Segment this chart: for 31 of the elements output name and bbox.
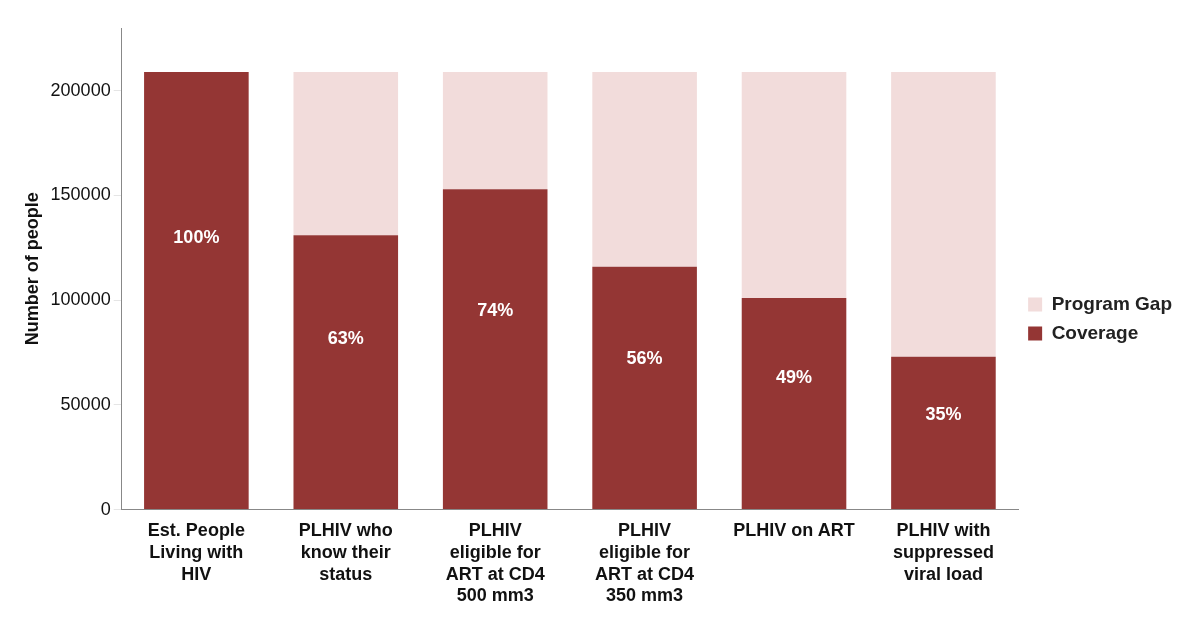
y-tick-label: 50000 [60,393,111,414]
annotation: 100% [173,227,220,248]
x-tick-label: Est. People Living with HIV [147,520,245,584]
x-tick-label: PLHIV eligible for ART at CD4 500 mm3 [445,520,545,606]
bar [741,298,847,510]
bar [442,71,548,190]
annotation: 63% [327,328,364,349]
bar [891,71,996,357]
annotation: 49% [776,367,813,388]
bar [293,235,399,510]
legend-label: Coverage [1051,321,1139,343]
bar [442,189,548,510]
y-tick-label: 0 [100,498,111,519]
annotation: 35% [925,403,962,424]
y-tick-label: 100000 [50,289,111,310]
x-tick-label: PLHIV eligible for ART at CD4 350 mm3 [595,520,695,606]
annotation: 56% [626,347,663,368]
bar [144,71,249,510]
bar [891,356,996,510]
x-tick-label: PLHIV with suppressed viral load [892,520,994,584]
bar [293,71,399,236]
bar [592,266,697,510]
bar [592,71,697,267]
legend-label: Program Gap [1051,292,1173,314]
annotation: 74% [477,299,514,320]
x-tick-label: PLHIV who know their status [298,520,393,584]
y-tick-label: 200000 [50,79,111,100]
y-axis-title: Number of people [21,192,42,346]
y-tick-label: 150000 [50,184,111,205]
bar [741,71,847,299]
x-tick-label: PLHIV on ART [733,520,855,541]
